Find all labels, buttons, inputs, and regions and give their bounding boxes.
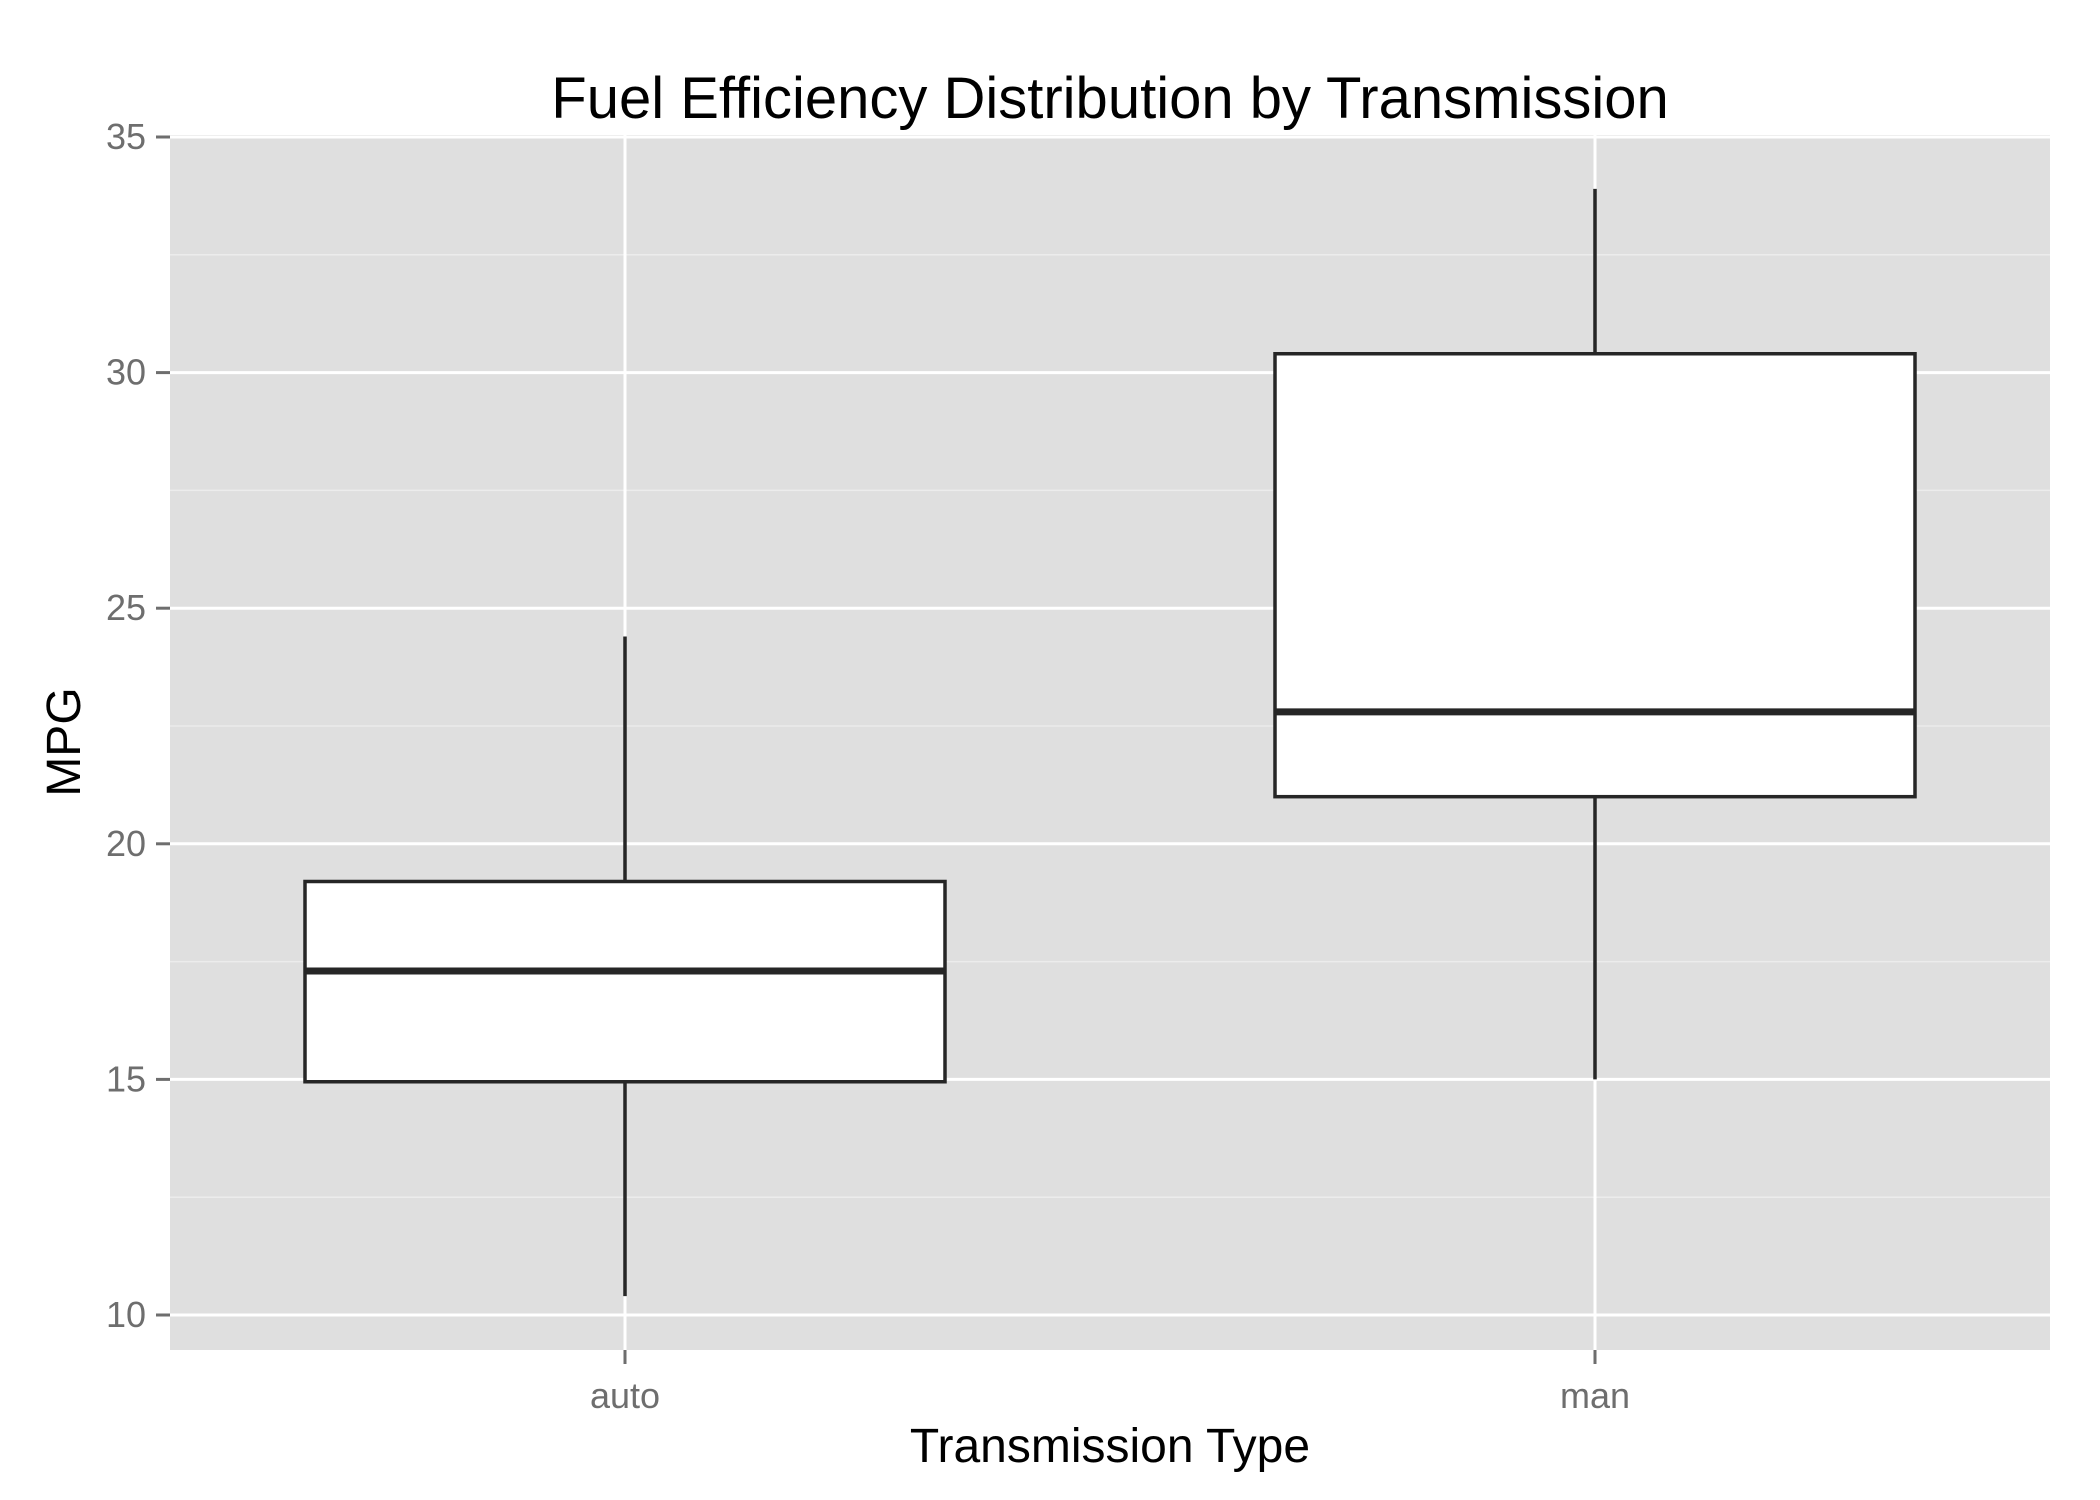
box-man (1273, 188, 1917, 1080)
y-tick-label: 10 (106, 1294, 146, 1335)
box-iqr (303, 879, 947, 1084)
x-axis-title: Transmission Type (910, 1420, 1310, 1473)
y-tick-label: 30 (106, 352, 146, 393)
box-layer (303, 188, 1917, 1297)
y-tick-label: 20 (106, 823, 146, 864)
y-tick-label: 35 (106, 116, 146, 157)
chart-title: Fuel Efficiency Distribution by Transmis… (551, 66, 1668, 131)
box-iqr (1273, 352, 1917, 799)
y-axis-title: MPG (38, 687, 91, 796)
box-auto (303, 636, 947, 1297)
x-tick-label: man (1560, 1375, 1630, 1416)
y-tick-label: 25 (106, 587, 146, 628)
y-tick-label: 15 (106, 1058, 146, 1099)
axis-layer: 10 15 20 25 30 35 auto man (106, 116, 1630, 1416)
x-tick-label: auto (590, 1375, 660, 1416)
